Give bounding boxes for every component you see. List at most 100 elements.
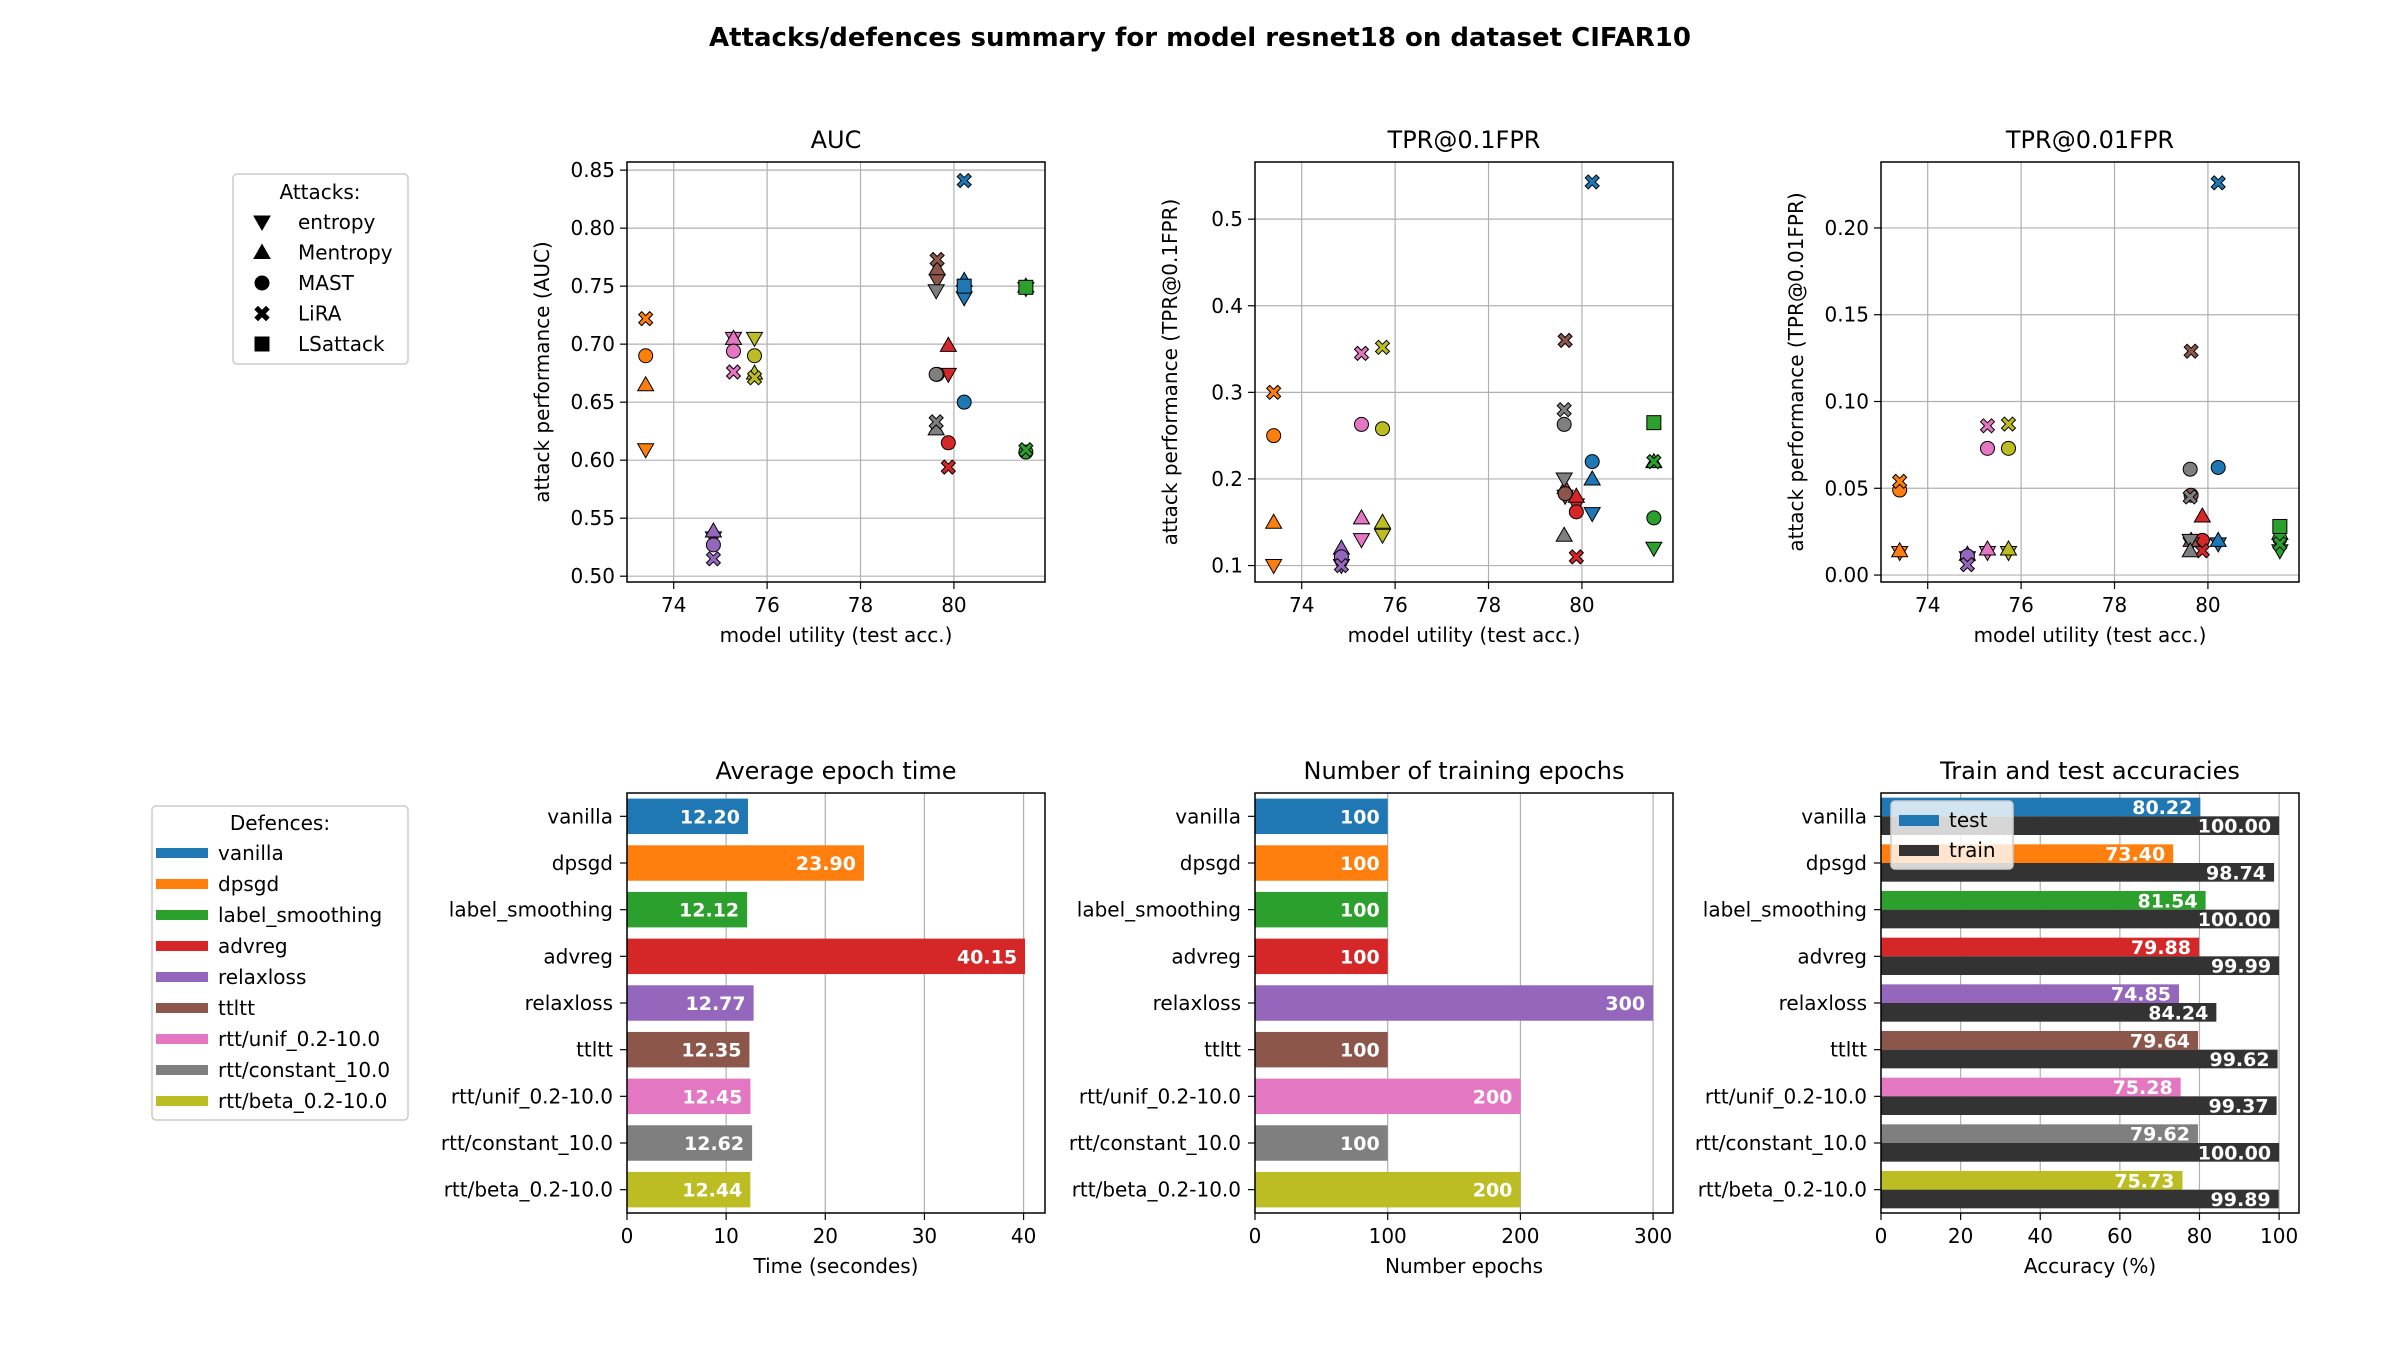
data-point-x <box>1568 549 1585 565</box>
defence-legend-swatch <box>156 941 208 951</box>
accuracy-legend-label: train <box>1949 838 1996 862</box>
attack-legend-marker-x <box>254 305 270 322</box>
x-axis-label: Number epochs <box>1385 1254 1543 1278</box>
bar <box>1255 1031 1388 1068</box>
x-axis-label: Accuracy (%) <box>2024 1254 2156 1278</box>
category-label: dpsgd <box>1806 851 1867 875</box>
x-tick-label: 78 <box>2102 593 2127 617</box>
data-point-x <box>1646 453 1662 470</box>
data-point-triangle-up <box>636 375 655 392</box>
accuracy-legend-swatch <box>1899 845 1939 856</box>
attack-legend-label: LSattack <box>298 332 385 356</box>
data-point-x <box>637 310 654 327</box>
x-tick-label: 74 <box>661 593 686 617</box>
data-point-x <box>1979 418 1996 434</box>
x-tick-label: 40 <box>2028 1224 2053 1248</box>
attack-legend-marker-triangle-down <box>253 215 271 232</box>
defence-legend-swatch <box>156 1065 208 1075</box>
chart-3: Average epoch time Time (secondes) 0 10 20 30… <box>441 757 1046 1278</box>
x-tick-label: 76 <box>1382 593 1407 617</box>
chart-title: Average epoch time <box>715 757 956 785</box>
bar-value-label: 99.37 <box>2208 1096 2268 1118</box>
bar <box>627 985 754 1021</box>
bar-value-label: 79.62 <box>2130 1124 2190 1146</box>
category-label: ttltt <box>576 1038 613 1062</box>
defence-legend-swatch <box>156 879 208 889</box>
bar-value-label: 79.64 <box>2130 1030 2190 1052</box>
category-label: ttltt <box>1830 1038 1867 1062</box>
plot-frame <box>1254 792 1674 1214</box>
data-point-triangle-up <box>1373 513 1392 529</box>
data-point-triangle-down <box>1555 472 1574 488</box>
bar-value-label: 12.12 <box>679 900 739 922</box>
data-point-circle <box>2001 440 2017 456</box>
attack-legend-frame <box>232 173 409 365</box>
defence-legend-label: label_smoothing <box>218 903 382 927</box>
category-label: rtt/constant_10.0 <box>1695 1131 1867 1155</box>
category-label: vanilla <box>1801 804 1867 828</box>
defence-legend-label: ttltt <box>218 996 255 1020</box>
defence-legend-swatch <box>156 1003 208 1013</box>
x-tick-label: 80 <box>1569 593 1594 617</box>
x-tick-label: 74 <box>1289 593 1314 617</box>
bar-test <box>1881 1077 2181 1097</box>
chart-title: Train and test accuracies <box>1939 757 2240 785</box>
y-tick-label: 0.05 <box>1824 476 1869 500</box>
data-point-x <box>940 459 957 475</box>
plot-frame <box>1880 161 2300 583</box>
attack-legend-label: LiRA <box>298 302 342 326</box>
bar-test <box>1881 1031 2199 1050</box>
x-tick-label: 20 <box>1948 1224 1973 1248</box>
data-point-x <box>2183 343 2199 359</box>
data-point-triangle-up <box>1264 513 1283 529</box>
defence-legend-label: rtt/unif_0.2-10.0 <box>218 1027 380 1051</box>
data-point-x <box>1265 384 1282 401</box>
bar-value-label: 100.00 <box>2198 816 2271 838</box>
bar-train <box>1881 956 2280 975</box>
y-tick-label: 0.85 <box>570 158 615 182</box>
bar <box>1255 938 1388 975</box>
bar-value-label: 100 <box>1340 900 1380 922</box>
data-point-square <box>1646 415 1662 431</box>
x-tick-label: 20 <box>813 1224 838 1248</box>
bar-test <box>1881 891 2206 910</box>
bar-value-label: 40.15 <box>957 946 1017 968</box>
data-point-triangle-down <box>1352 533 1371 549</box>
attack-legend-marker-triangle-up <box>253 243 271 259</box>
data-point-circle <box>1646 510 1662 526</box>
chart-title: TPR@0.1FPR <box>1387 126 1541 154</box>
bar-value-label: 300 <box>1605 993 1645 1015</box>
bar-value-label: 81.54 <box>2137 890 2197 912</box>
data-point-x <box>1018 442 1034 458</box>
chart-title: AUC <box>811 126 862 154</box>
category-label: advreg <box>1171 944 1241 968</box>
figure-title: Attacks/defences summary for model resne… <box>709 23 1691 53</box>
y-tick-label: 0.15 <box>1824 303 1869 327</box>
bar-value-label: 100.00 <box>2198 1142 2271 1164</box>
bar <box>627 1031 750 1068</box>
data-point-triangle-up <box>1352 508 1371 525</box>
bar <box>627 1171 751 1208</box>
data-point-circle <box>1353 416 1369 432</box>
chart-title: Number of training epochs <box>1304 757 1625 785</box>
bar-value-label: 99.62 <box>2209 1049 2269 1071</box>
defence-legend-label: rtt/constant_10.0 <box>218 1058 390 1082</box>
attack-legend: Attacks: entropy Mentropy MAST LiRA LSattack <box>232 173 409 365</box>
y-tick-label: 0.50 <box>570 564 615 588</box>
data-point-x <box>746 370 763 386</box>
category-label: label_smoothing <box>449 898 613 922</box>
data-point-circle <box>956 394 972 410</box>
y-tick-label: 0.70 <box>570 332 615 356</box>
category-label: vanilla <box>1175 804 1241 828</box>
y-tick-label: 0.5 <box>1211 207 1243 231</box>
data-point-triangle-up <box>1583 469 1602 486</box>
x-tick-label: 30 <box>912 1224 937 1248</box>
category-label: relaxloss <box>1153 991 1241 1015</box>
category-label: rtt/beta_0.2-10.0 <box>444 1178 613 1202</box>
bar-value-label: 98.74 <box>2206 862 2266 884</box>
chart-title: TPR@0.01FPR <box>2005 126 2174 154</box>
bar-train <box>1881 1096 2277 1115</box>
data-point-circle <box>1556 416 1572 432</box>
category-label: relaxloss <box>1779 991 1867 1015</box>
